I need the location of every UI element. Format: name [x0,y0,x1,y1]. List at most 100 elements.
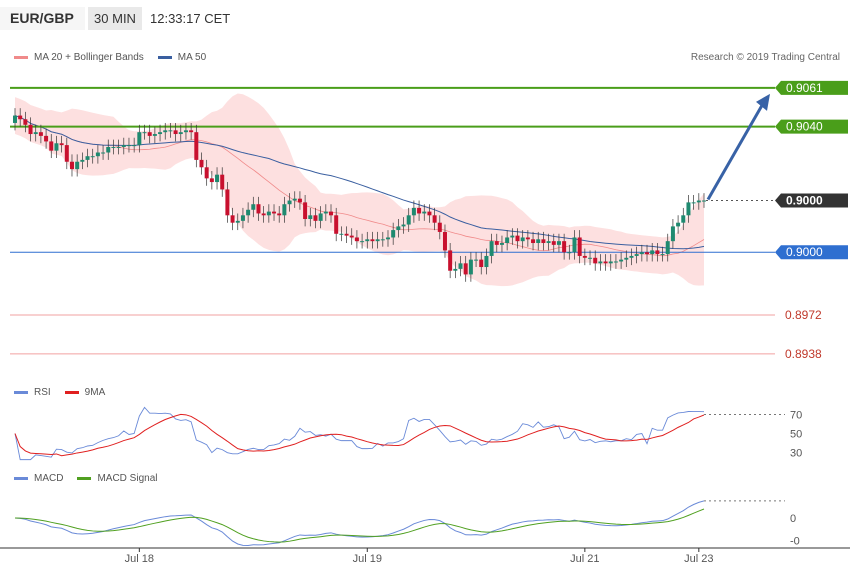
candle [303,202,308,219]
price-panel: 0.9061 0.9040 0.9000 0.8972 0.8938 0.9000 [10,80,848,361]
candle [225,189,230,216]
time-tick-label: Jul 19 [353,553,382,565]
rsi-tick-label: 70 [790,410,802,422]
time-tick-label: Jul 18 [125,553,154,565]
candle [453,268,458,271]
candle [38,132,43,136]
level-label-resistance: 0.9061 [786,81,823,95]
candle [489,241,494,256]
legend-item-9ma: 9MA [84,387,106,398]
candle [137,132,142,146]
clock-label: 12:33:17 CET [150,11,231,26]
candle [417,207,422,214]
candle [494,241,499,245]
macd-panel: 0 -0 [14,500,800,548]
candle [23,119,28,125]
candle [349,235,354,238]
candle [204,167,209,179]
candle [106,146,111,153]
candle [365,239,370,242]
timeframe-badge[interactable]: 30 MIN [88,7,142,30]
candle [525,237,530,240]
rsi-line [14,406,705,461]
forecast-arrow-line [706,101,766,201]
candle [598,261,603,264]
candle [437,222,442,232]
candle [189,130,194,133]
candle [474,259,479,261]
macd-tick-label: -0 [790,536,800,548]
candle [577,237,582,256]
candle [572,237,577,253]
legend-swatch-9ma [64,391,79,394]
candle [375,239,380,242]
candle [80,159,85,162]
candle [396,226,401,231]
candle [272,211,277,214]
candle [18,115,23,120]
candle [261,213,266,216]
candle [670,226,675,242]
candle [619,259,624,262]
candle [603,261,608,264]
candle [562,241,567,253]
candle [567,252,572,254]
candle [183,130,188,133]
candle [287,200,292,205]
candle [49,141,54,151]
legend-swatch-ma50 [157,56,172,59]
candle [629,255,634,258]
candle [152,134,157,136]
candle [468,259,473,275]
candle [90,156,95,158]
candle [95,152,100,157]
candle [385,237,390,240]
candle [696,200,701,203]
rsi-9ma-line [14,413,705,457]
candle [28,124,33,135]
candle [44,135,49,142]
legend-swatch-macd-signal [77,477,92,480]
forecast-arrow-head [756,93,770,111]
time-axis: Jul 18 Jul 19 Jul 21 Jul 23 [0,547,850,565]
candle [686,202,691,216]
legend-swatch-ma20 [14,56,28,59]
candle [515,235,520,242]
candle [463,263,468,275]
candle [391,230,396,238]
candle [458,263,463,269]
candle [168,130,173,132]
rsi-legend: RSI 9MA [14,387,105,398]
candle [520,237,525,242]
candle [448,250,453,271]
candle [220,174,225,190]
candle [406,215,411,225]
candle [64,145,69,162]
candle [116,146,121,148]
symbol-label: EUR/GBP [0,7,85,30]
candle [681,215,686,223]
candle [505,237,510,244]
rsi-panel: 70 50 30 [14,406,802,461]
candle [132,145,137,147]
candle [370,239,375,242]
candle [546,241,551,244]
candle [111,146,116,148]
candle [556,241,561,245]
candle [484,255,489,268]
candle [59,143,64,146]
candle [75,161,80,170]
candle [427,211,432,216]
candle [158,132,163,135]
candle [660,254,665,256]
candle [292,198,297,201]
candle [510,235,515,238]
candle [251,204,256,210]
candle [209,178,214,183]
candle [282,204,287,216]
credit-text: Research © 2019 Trading Central [690,52,840,63]
macd-legend: MACD MACD Signal [14,473,157,484]
candle [354,237,359,242]
level-tag-resistance [775,80,848,95]
